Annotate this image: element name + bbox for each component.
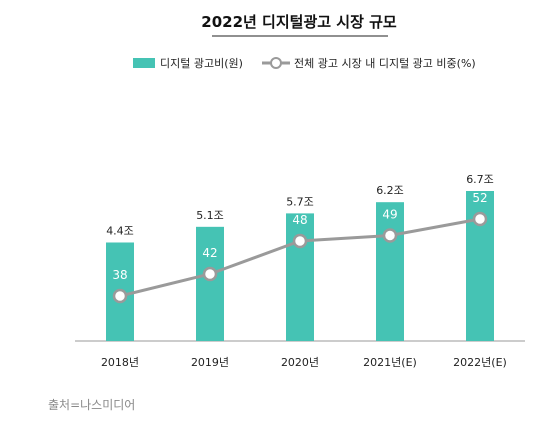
legend: 디지털 광고비(원) 전체 광고 시장 내 디지털 광고 비중(%) bbox=[133, 57, 476, 70]
bar-value-label: 6.2조 bbox=[376, 184, 404, 197]
bar-series: 4.4조 5.1조 5.7조 6.2조 6.7조 bbox=[106, 173, 494, 341]
x-tick-label: 2021년(E) bbox=[363, 356, 417, 369]
chart-title: 2022년 디지털광고 시장 규모 bbox=[201, 13, 397, 31]
line-value-label: 52 bbox=[472, 191, 487, 205]
bar-value-label: 5.1조 bbox=[196, 209, 224, 222]
line-value-label: 42 bbox=[202, 246, 217, 260]
legend-bar-label: 디지털 광고비(원) bbox=[160, 57, 243, 70]
bar-value-label: 4.4조 bbox=[106, 224, 134, 237]
x-tick-labels: 2018년 2019년 2020년 2021년(E) 2022년(E) bbox=[101, 356, 507, 369]
line-value-label: 38 bbox=[112, 268, 127, 282]
legend-bar-swatch bbox=[133, 58, 155, 68]
bar bbox=[286, 213, 314, 341]
line-point bbox=[202, 266, 218, 282]
source-note: 출처=나스미디어 bbox=[48, 398, 136, 412]
bar bbox=[376, 202, 404, 341]
line-series: 38 42 48 49 52 bbox=[112, 191, 488, 304]
x-tick-label: 2019년 bbox=[191, 356, 229, 369]
bar-value-label: 5.7조 bbox=[286, 195, 314, 208]
bar-value-label: 6.7조 bbox=[466, 173, 494, 186]
line-value-label: 48 bbox=[292, 213, 307, 227]
line-value-label: 49 bbox=[382, 208, 397, 222]
legend-line-marker bbox=[270, 57, 282, 69]
line-point bbox=[112, 288, 128, 304]
x-tick-label: 2020년 bbox=[281, 356, 319, 369]
line-point bbox=[382, 228, 398, 243]
line-point bbox=[292, 233, 308, 249]
line-point bbox=[472, 211, 488, 227]
legend-line-label: 전체 광고 시장 내 디지털 광고 비중(%) bbox=[294, 57, 476, 70]
bar bbox=[196, 226, 224, 341]
x-tick-label: 2018년 bbox=[101, 356, 139, 369]
x-tick-label: 2022년(E) bbox=[453, 356, 507, 369]
